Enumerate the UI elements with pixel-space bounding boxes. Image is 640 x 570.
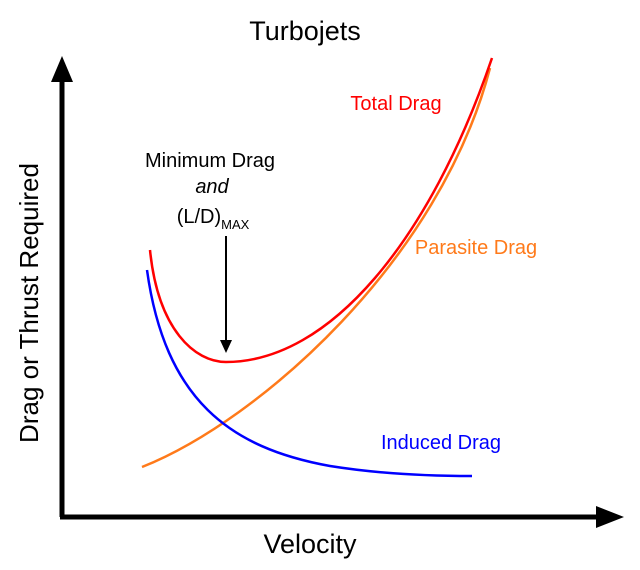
ld-ratio-subscript: MAX — [221, 217, 250, 232]
parasite-drag-curve — [141, 67, 492, 469]
total-drag-curve — [148, 57, 494, 364]
x-axis-label: Velocity — [263, 529, 357, 559]
diagram-title: Turbojets — [249, 16, 361, 46]
induced-drag-label: Induced Drag — [381, 432, 501, 454]
annotation-line1: Minimum Drag — [145, 150, 275, 172]
annotation-line2: and — [195, 176, 229, 198]
ld-ratio-text: (L/D) — [177, 206, 221, 228]
x-axis-arrowhead — [596, 506, 624, 528]
parasite-drag-label: Parasite Drag — [415, 237, 537, 259]
total-drag-label: Total Drag — [350, 93, 441, 115]
annotation-line3: (L/D)MAX — [177, 206, 250, 232]
minimum-drag-arrowhead — [220, 340, 232, 353]
y-axis-arrowhead — [51, 56, 73, 82]
induced-drag-curve — [145, 269, 473, 478]
y-axis-label: Drag or Thrust Required — [14, 163, 44, 443]
